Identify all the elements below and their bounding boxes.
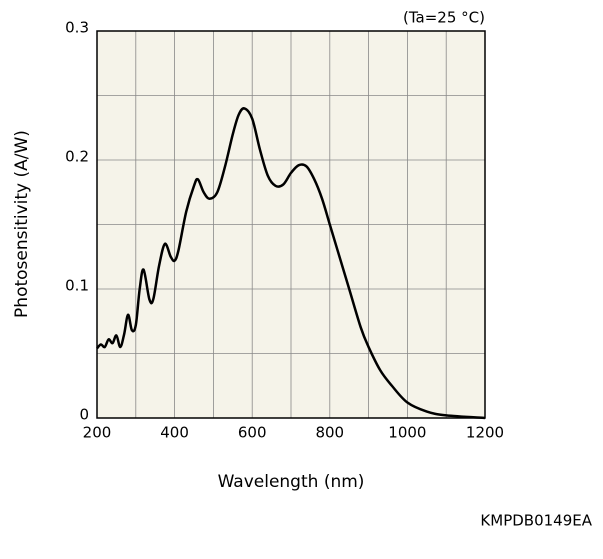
- y-tick-label: 0.3: [65, 19, 89, 37]
- annotation: (Ta=25 °C): [403, 9, 485, 27]
- x-axis-label: Wavelength (nm): [218, 472, 365, 492]
- x-tick-label: 1000: [388, 424, 426, 442]
- y-tick-label: 0.1: [65, 277, 89, 295]
- data-line: [96, 107, 486, 420]
- x-tick-label: 600: [238, 424, 267, 442]
- plot-frame: [96, 30, 486, 419]
- x-tick-label: 400: [160, 424, 189, 442]
- y-tick-label: 0: [79, 406, 89, 424]
- x-tick-label: 800: [315, 424, 344, 442]
- x-tick-label: 200: [83, 424, 112, 442]
- x-tick-label: 1200: [466, 424, 504, 442]
- y-axis-label: Photosensitivity (A/W): [12, 130, 32, 318]
- y-tick-label: 0.2: [65, 148, 89, 166]
- figure-code: KMPDB0149EA: [480, 512, 592, 530]
